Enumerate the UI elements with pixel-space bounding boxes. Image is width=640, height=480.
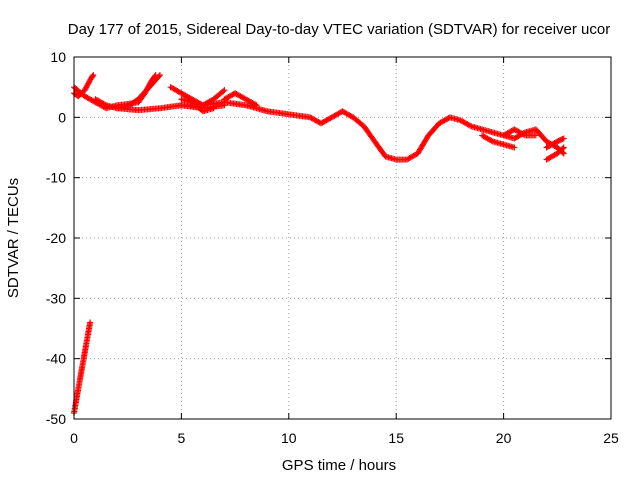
data-point (559, 145, 566, 152)
data-point (560, 150, 567, 157)
series-arc-low (71, 319, 94, 416)
ticks (73, 56, 612, 420)
data-point (511, 144, 518, 151)
x-axis-label: GPS time / hours (282, 457, 396, 474)
y-axis-label: SDTVAR / TECUs (5, 178, 22, 298)
data-point (532, 132, 539, 139)
series-arc-l (543, 144, 567, 163)
x-tick-label: 5 (178, 430, 186, 446)
data-point (520, 131, 527, 138)
series-arc-e (135, 72, 159, 106)
data-point (560, 135, 567, 142)
x-tick-label: 0 (70, 430, 78, 446)
x-tick-label: 20 (496, 430, 512, 446)
data-point (89, 73, 96, 80)
data-point (90, 72, 97, 79)
x-tick-label: 10 (281, 430, 297, 446)
series-arc-i (479, 132, 518, 151)
y-tick-label: 0 (58, 109, 66, 125)
data-point (221, 87, 228, 94)
data-point (152, 72, 159, 79)
y-tick-label: 10 (50, 49, 66, 65)
chart-title: Day 177 of 2015, Sidereal Day-to-day VTE… (68, 21, 610, 38)
y-tick-label: -20 (46, 230, 66, 246)
series-arc-j (500, 126, 539, 139)
y-tick-label: -40 (46, 351, 66, 367)
y-tick-label: -10 (46, 170, 66, 186)
data-point (559, 136, 566, 143)
data-point (552, 139, 559, 146)
data-point (101, 101, 108, 108)
series-layer (71, 72, 567, 416)
data-point (488, 137, 495, 144)
data-point (467, 122, 474, 129)
data-point (151, 73, 158, 80)
series-arc-g (178, 96, 217, 115)
data-point (220, 88, 227, 95)
x-tick-label: 15 (388, 430, 404, 446)
series-arc-k (543, 135, 567, 151)
data-point (560, 144, 567, 151)
data-point (87, 319, 94, 326)
y-tick-label: -30 (46, 290, 66, 306)
series-arc-main (178, 99, 567, 163)
x-tick-label: 25 (603, 430, 619, 446)
y-tick-label: -50 (46, 411, 66, 427)
tick-labels: 0 5 10 15 20 25 -50 -40 -30 -20 -10 0 10 (46, 49, 619, 446)
grid (74, 57, 611, 419)
